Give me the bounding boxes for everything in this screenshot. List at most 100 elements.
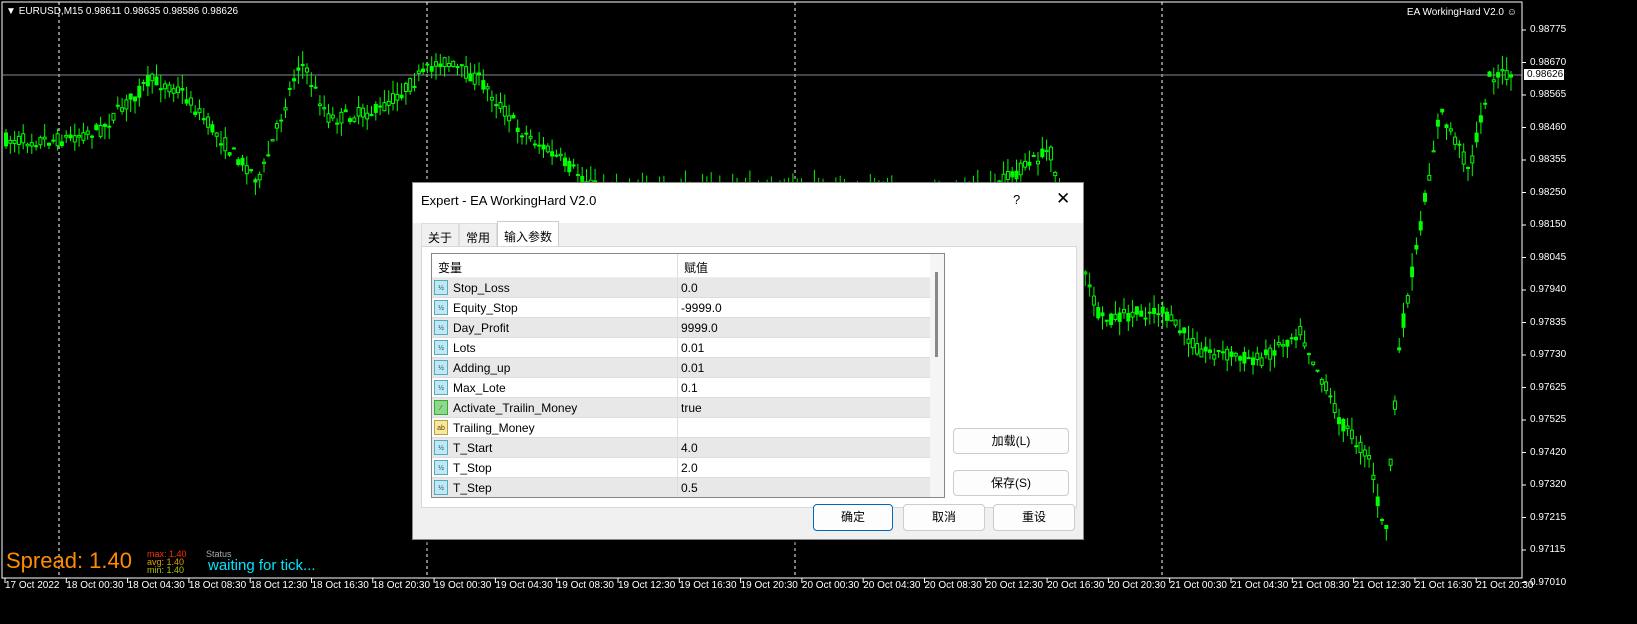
reset-button[interactable]: 重设: [993, 504, 1075, 531]
tab-inputs[interactable]: 输入参数: [497, 221, 560, 247]
candle-body: [1053, 171, 1058, 177]
candle-body: [1410, 266, 1415, 278]
candle-body: [1040, 148, 1045, 158]
tab-common[interactable]: 常用: [459, 223, 498, 247]
price-tick: 0.97730: [1530, 349, 1567, 360]
help-button[interactable]: ?: [1013, 192, 1021, 207]
table-row[interactable]: ½ T_Stop 2.0: [432, 458, 944, 478]
param-name: T_Step: [453, 480, 492, 495]
candle-body: [1444, 124, 1449, 128]
param-value[interactable]: true: [681, 400, 702, 415]
table-row[interactable]: ½ Day_Profit 9999.0: [432, 318, 944, 338]
time-tick: 18 Oct 00:30: [66, 580, 124, 591]
table-row[interactable]: ½ Stop_Loss 0.0: [432, 278, 944, 298]
table-row[interactable]: ½ T_Step 0.5: [432, 478, 944, 497]
candle-body: [223, 137, 228, 152]
table-row[interactable]: ½ Adding_up 0.01: [432, 358, 944, 378]
bool-type-icon: ⁄: [434, 400, 448, 415]
candle-body: [468, 73, 473, 82]
candle-body: [459, 64, 464, 67]
candle-body: [111, 112, 116, 121]
candle-body: [12, 140, 17, 145]
spread-max: max: 1.40: [147, 549, 187, 559]
table-row[interactable]: ½ T_Start 4.0: [432, 438, 944, 458]
candle-body: [72, 135, 77, 143]
candle-body: [1324, 381, 1329, 392]
table-row[interactable]: ½ Max_Lote 0.1: [432, 378, 944, 398]
table-row[interactable]: ab Trailing_Money: [432, 418, 944, 438]
candle-body: [1018, 162, 1023, 176]
time-tick: 21 Oct 12:30: [1353, 580, 1411, 591]
inputs-table[interactable]: 变量 赋值 ½ Stop_Loss 0.0 ½ Equity_Stop -9999.0 ½ Da…: [431, 253, 945, 498]
candle-body: [429, 65, 434, 72]
table-row[interactable]: ⁄ Activate_Trailin_Money true: [432, 398, 944, 418]
candle-body: [1126, 312, 1131, 322]
table-row[interactable]: ½ Lots 0.01: [432, 338, 944, 358]
param-value[interactable]: 0.01: [681, 340, 705, 355]
load-button[interactable]: 加载(L): [953, 428, 1069, 454]
cancel-button[interactable]: 取消: [903, 504, 985, 531]
status-label: Status: [206, 549, 232, 559]
candle-body: [356, 107, 361, 117]
candle-body: [231, 147, 236, 150]
symbol-info[interactable]: ▼ EURUSD,M15 0.98611 0.98635 0.98586 0.9…: [6, 6, 239, 17]
double-type-icon: ½: [434, 340, 448, 355]
price-tick: 0.97525: [1530, 414, 1567, 425]
candle-body: [1212, 354, 1217, 360]
col-variable[interactable]: 变量: [432, 254, 678, 277]
param-value[interactable]: 0.1: [681, 380, 698, 395]
candle-body: [1259, 357, 1264, 366]
time-tick: 18 Oct 04:30: [127, 580, 185, 591]
candle-body: [107, 125, 112, 128]
close-button[interactable]: ✕: [1056, 189, 1071, 208]
candle-body: [1397, 347, 1402, 351]
param-value[interactable]: 4.0: [681, 440, 698, 455]
candle-body: [1190, 337, 1195, 349]
candle-body: [1044, 149, 1049, 153]
candle-body: [34, 145, 39, 148]
ea-label[interactable]: EA WorkingHard V2.0 ☺: [1406, 7, 1517, 18]
candle-body: [197, 108, 202, 114]
col-value[interactable]: 赋值: [684, 261, 709, 275]
save-button[interactable]: 保存(S): [953, 470, 1069, 496]
tab-about[interactable]: 关于: [421, 223, 460, 247]
candle-body: [1246, 357, 1251, 360]
candle-body: [408, 78, 413, 92]
candle-body: [378, 105, 383, 108]
candle-body: [1276, 341, 1281, 346]
price-tick: 0.98045: [1530, 251, 1567, 263]
scrollbar-thumb[interactable]: [935, 272, 938, 357]
candle-body: [1289, 337, 1294, 340]
candle-body: [1427, 174, 1432, 181]
param-value[interactable]: 9999.0: [681, 320, 718, 335]
dropdown-icon[interactable]: ▼: [6, 6, 19, 17]
candle-body: [330, 114, 335, 119]
param-value[interactable]: 0.5: [681, 480, 698, 495]
candle-body: [4, 132, 8, 147]
candle-body: [1083, 271, 1088, 275]
candle-body: [1130, 311, 1135, 318]
candle-body: [1272, 350, 1277, 356]
param-value[interactable]: 0.0: [681, 280, 698, 295]
candle-body: [1251, 357, 1255, 366]
table-row[interactable]: ½ Equity_Stop -9999.0: [432, 298, 944, 318]
candle-body: [1341, 418, 1346, 432]
candle-body: [51, 139, 56, 142]
param-name: Day_Profit: [453, 320, 510, 335]
ok-button[interactable]: 确定: [813, 504, 893, 531]
param-value[interactable]: 2.0: [681, 460, 698, 475]
param-name: Stop_Loss: [453, 280, 510, 295]
table-scrollbar[interactable]: [930, 254, 944, 497]
candle-body: [1143, 317, 1148, 320]
candle-body: [1349, 429, 1354, 440]
param-value[interactable]: -9999.0: [681, 300, 722, 315]
candle-body: [309, 85, 314, 88]
candle-body: [1169, 314, 1174, 322]
time-tick: 21 Oct 04:30: [1231, 580, 1289, 591]
candle-body: [244, 165, 249, 175]
dialog-titlebar[interactable]: Expert - EA WorkingHard V2.0 ? ✕: [413, 183, 1083, 223]
time-tick: 20 Oct 00:30: [801, 580, 860, 591]
param-value[interactable]: 0.01: [681, 360, 705, 375]
candle-body: [1453, 136, 1458, 145]
time-tick: 17 Oct 2022: [5, 580, 60, 591]
